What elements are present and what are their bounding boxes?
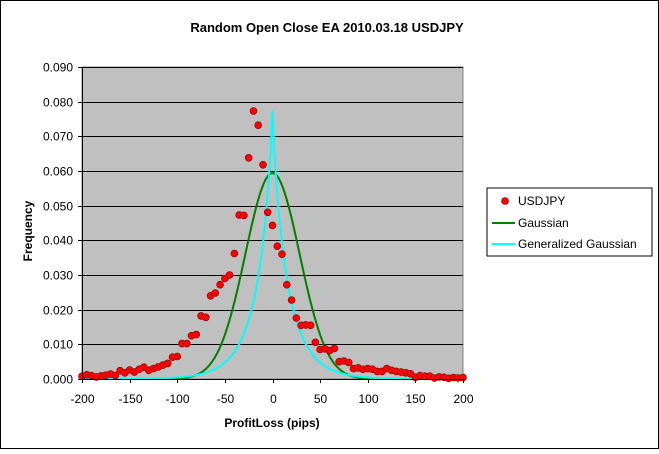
data-point — [230, 249, 239, 258]
legend-label-usdjpy: USDJPY — [518, 194, 565, 208]
x-tick-label: 0 — [270, 392, 277, 406]
x-tick-label: -50 — [217, 392, 235, 406]
y-tick-label: 0.000 — [43, 373, 73, 387]
data-point — [268, 221, 277, 230]
data-point — [183, 339, 191, 348]
y-tick-label: 0.010 — [43, 338, 73, 352]
data-point — [163, 359, 172, 368]
x-tick-label: 200 — [453, 392, 473, 406]
legend: USDJPY Gaussian Generalized Gaussian — [486, 187, 653, 257]
gridlines — [82, 67, 463, 345]
x-axis-title: ProfitLoss (pips) — [224, 416, 319, 430]
data-point — [273, 242, 282, 250]
y-tick-label: 0.090 — [43, 61, 73, 75]
data-point — [192, 330, 201, 339]
data-point — [292, 314, 301, 322]
x-tick-labels: -200 -150 -100 -50 0 50 100 150 200 — [70, 392, 473, 406]
data-point — [249, 107, 258, 115]
data-point — [225, 271, 234, 279]
legend-label-gaussian: Gaussian — [518, 216, 569, 230]
data-point — [216, 280, 224, 289]
data-point — [344, 358, 353, 367]
data-point — [311, 338, 320, 347]
x-tick-label: 100 — [358, 392, 378, 406]
legend-label-generalized-gaussian: Generalized Gaussian — [518, 237, 637, 251]
data-point — [259, 161, 267, 169]
series-markers — [78, 107, 467, 383]
y-axis-title: Frequency — [21, 200, 35, 261]
data-point — [287, 296, 296, 304]
y-tick-label: 0.080 — [43, 96, 73, 110]
y-tick-label: 0.070 — [43, 130, 73, 144]
y-tick-label: 0.030 — [43, 269, 73, 283]
y-tick-label: 0.020 — [43, 304, 73, 318]
data-point — [173, 352, 182, 361]
x-tick-label: -200 — [70, 392, 94, 406]
chart-title: Random Open Close EA 2010.03.18 USDJPY — [190, 20, 464, 35]
data-point — [240, 211, 248, 220]
y-tick-label: 0.050 — [43, 200, 73, 214]
data-point — [202, 313, 210, 322]
y-tick-label: 0.060 — [43, 165, 73, 179]
x-tick-label: 50 — [314, 392, 328, 406]
series-line-2 — [82, 110, 463, 380]
y-tick-label: 0.040 — [43, 234, 73, 248]
x-tick-label: 150 — [405, 392, 425, 406]
data-point — [282, 280, 291, 289]
data-point — [330, 344, 339, 353]
legend-marker-usdjpy — [501, 197, 509, 205]
axes — [78, 67, 464, 383]
x-tick-label: -100 — [165, 392, 189, 406]
data-point — [211, 289, 220, 297]
y-tick-labels: 0.000 0.010 0.020 0.030 0.040 0.050 0.060 0.070… — [43, 61, 73, 387]
data-point — [263, 208, 272, 217]
data-point — [278, 250, 286, 258]
x-tick-label: -150 — [118, 392, 142, 406]
data-point — [306, 321, 315, 330]
data-point — [254, 121, 263, 129]
data-point — [244, 154, 253, 162]
